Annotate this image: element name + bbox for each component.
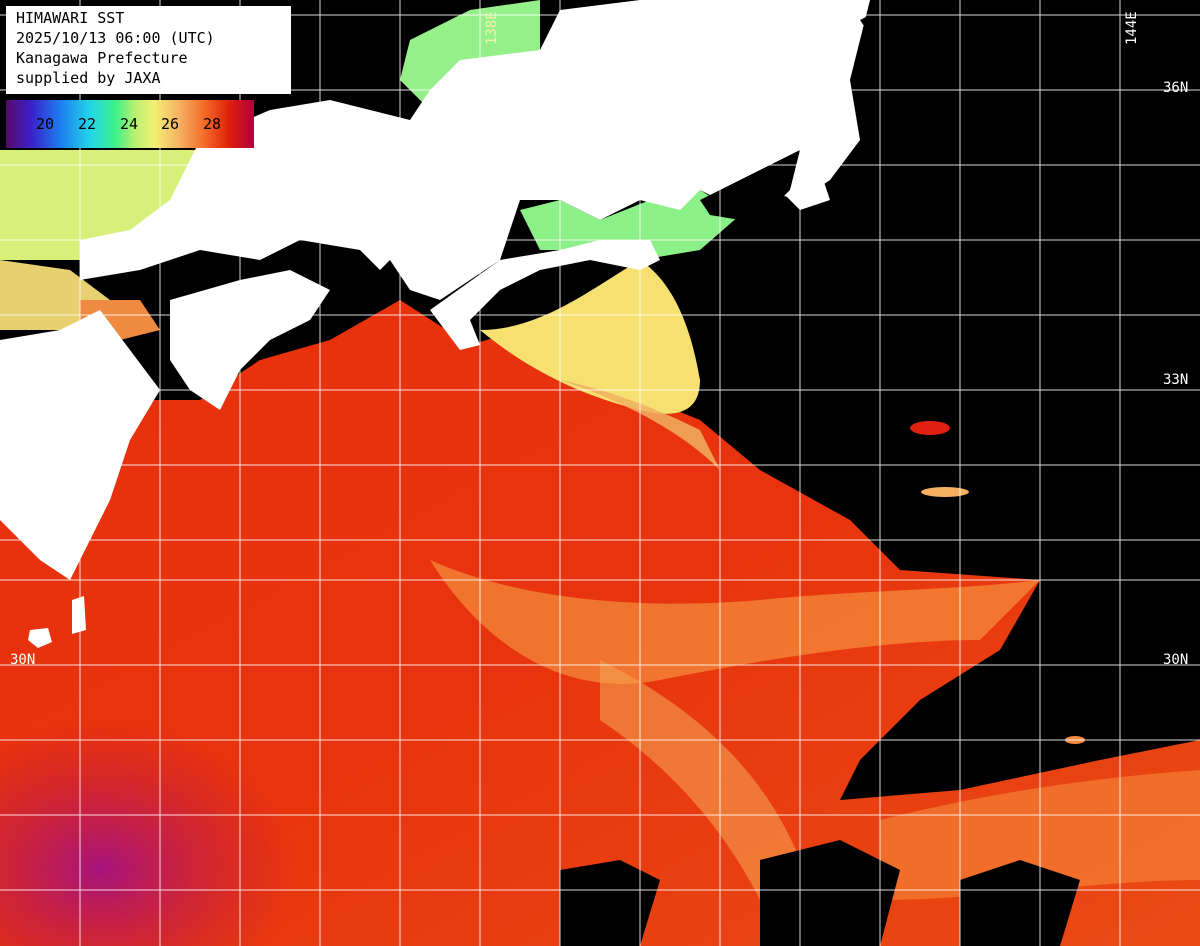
lat-label-36n: 36N	[1163, 80, 1189, 96]
land-shikoku	[170, 270, 330, 410]
colorbar-tick: 28	[203, 115, 222, 133]
colorbar-tick: 22	[78, 115, 97, 133]
warm-patch	[921, 487, 969, 497]
warm-patch	[910, 421, 950, 435]
timestamp: 2025/10/13 06:00 (UTC)	[16, 29, 215, 47]
land-small-island	[72, 596, 86, 634]
mild-sea-streak	[600, 660, 800, 900]
lat-label-30n-left: 30N	[10, 652, 36, 668]
no-data-bay	[700, 150, 800, 220]
lon-label-144e: 144E	[1124, 11, 1140, 45]
cool-sea-plume	[560, 380, 720, 470]
credit-label: supplied by JAXA	[16, 69, 161, 87]
lon-label-138e: 138E	[484, 11, 500, 45]
region-label: Kanagawa Prefecture	[16, 49, 188, 67]
cloud-gap	[560, 860, 660, 946]
colorbar-labels: 20 22 24 26 28	[6, 115, 254, 135]
temperature-colorbar: 20 22 24 26 28	[6, 100, 254, 148]
cloud-gap	[960, 860, 1080, 946]
colorbar-tick: 20	[36, 115, 55, 133]
title-info-box: HIMAWARI SST 2025/10/13 06:00 (UTC) Kana…	[6, 6, 291, 94]
lat-label-30n-right: 30N	[1163, 652, 1189, 668]
land-small-island	[28, 628, 52, 648]
land-kii-peninsula	[430, 240, 660, 350]
cloud-gap	[760, 840, 900, 946]
colorbar-tick: 26	[161, 115, 180, 133]
lat-label-33n: 33N	[1163, 372, 1189, 388]
mild-sea-streak	[430, 560, 1040, 684]
product-title: HIMAWARI SST	[16, 9, 125, 27]
colorbar-tick: 24	[120, 115, 139, 133]
cool-sea-plume	[480, 260, 700, 414]
lat-label-33-left: 33	[8, 372, 25, 388]
land-honshu	[80, 0, 870, 300]
